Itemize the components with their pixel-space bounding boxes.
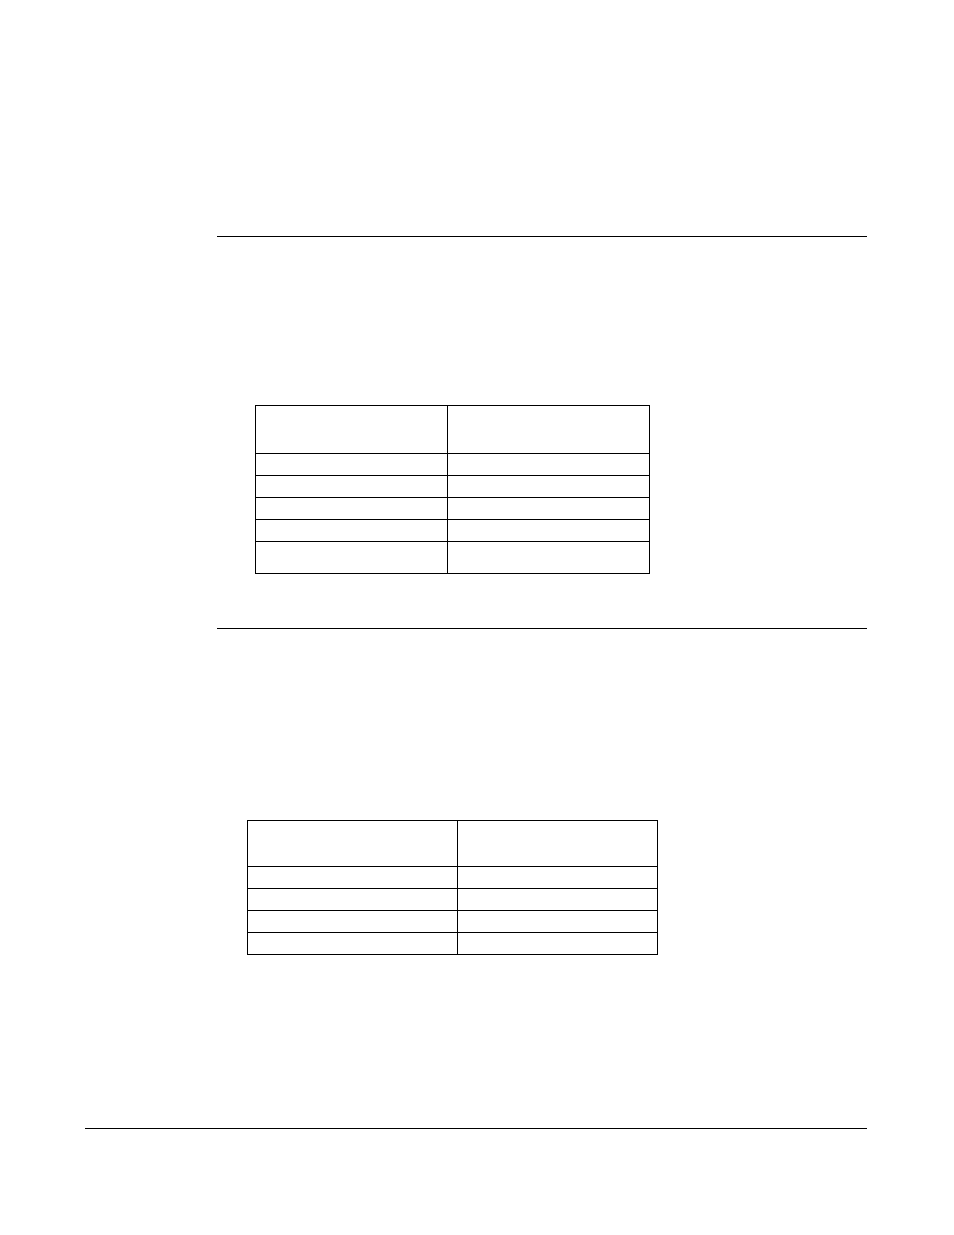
table-cell <box>248 911 458 933</box>
table-cell <box>458 867 658 889</box>
table-cell <box>248 889 458 911</box>
table-2 <box>247 820 658 955</box>
table-row <box>248 821 658 867</box>
table-cell <box>448 476 650 498</box>
table-1-body <box>256 406 650 574</box>
table-cell <box>458 933 658 955</box>
table-cell <box>256 520 448 542</box>
table-cell <box>458 911 658 933</box>
table-cell <box>448 498 650 520</box>
table-row <box>256 476 650 498</box>
table-cell <box>458 889 658 911</box>
table-row <box>256 406 650 454</box>
table-cell <box>256 476 448 498</box>
table-row <box>248 933 658 955</box>
table-cell <box>448 542 650 574</box>
table-cell <box>248 933 458 955</box>
table-row <box>248 889 658 911</box>
rule-middle <box>217 628 867 629</box>
table-row <box>256 498 650 520</box>
table-cell <box>256 542 448 574</box>
document-page <box>0 0 954 1235</box>
table-cell <box>448 406 650 454</box>
table-row <box>248 867 658 889</box>
rule-bottom <box>85 1128 867 1129</box>
table-row <box>256 454 650 476</box>
table-row <box>248 911 658 933</box>
table-cell <box>256 498 448 520</box>
rule-top <box>217 236 867 237</box>
table-cell <box>448 454 650 476</box>
table-cell <box>458 821 658 867</box>
table-2-body <box>248 821 658 955</box>
table-cell <box>256 454 448 476</box>
table-cell <box>256 406 448 454</box>
table-cell <box>248 821 458 867</box>
table-row <box>256 542 650 574</box>
table-1 <box>255 405 650 574</box>
table-cell <box>448 520 650 542</box>
table-cell <box>248 867 458 889</box>
table-row <box>256 520 650 542</box>
